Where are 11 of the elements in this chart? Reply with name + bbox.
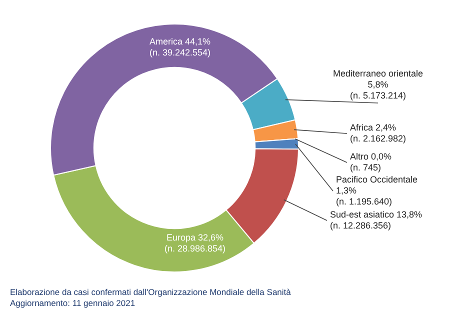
data-label: 1,3% (n. 1.195.640): [336, 185, 392, 206]
data-label: 5,8% (n. 5.173.214): [350, 79, 406, 100]
slice-label: Europa 32,6% (n. 28.986.854): [164, 232, 226, 254]
slice-label: Altro 0,0% (n. 745): [350, 151, 392, 172]
slice-label: America 44,1% (n. 39.242.554): [149, 36, 211, 58]
slice-label: Sud-est asiatico 13,8% (n. 12.286.356): [330, 209, 422, 230]
slice-label: Africa 2,4% (n. 2.162.982): [350, 122, 406, 144]
text: Elaborazione da casi confermati dall'Organizzazione Mondiale della Sanità: [10, 287, 291, 298]
text: Aggiornamento: 11 gennaio 2021: [10, 298, 136, 309]
slice-label: Mediterraneo orientale: [332, 68, 424, 78]
slice-label: Pacifico Occidentale: [336, 174, 418, 184]
